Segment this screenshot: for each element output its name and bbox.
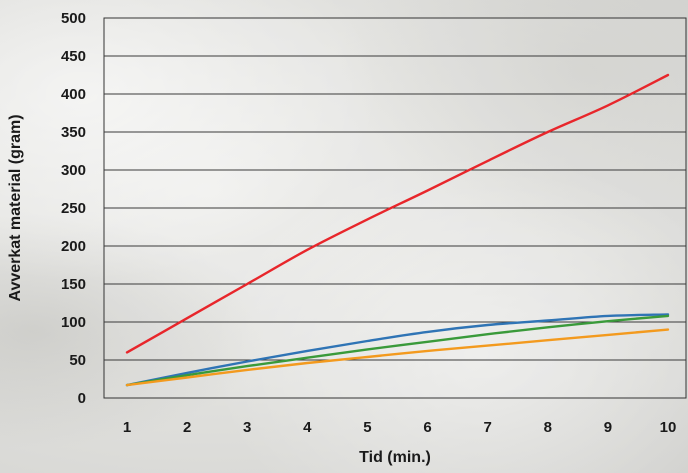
x-tick-label: 5: [363, 419, 371, 436]
y-tick-label: 50: [69, 352, 86, 369]
y-tick-label: 250: [61, 200, 86, 217]
x-tick-label: 4: [303, 419, 312, 436]
series-line-3: [125, 314, 670, 387]
y-tick-label: 500: [61, 10, 86, 27]
y-tick-label: 150: [61, 276, 86, 293]
y-tick-label: 0: [78, 390, 86, 407]
x-tick-label: 7: [483, 419, 491, 436]
x-tick-label: 9: [604, 419, 612, 436]
x-tick-label: 1: [123, 419, 131, 436]
y-tick-label: 450: [61, 48, 86, 65]
y-tick-label: 200: [61, 238, 86, 255]
x-tick-label: 3: [243, 419, 251, 436]
series-lines: [125, 73, 670, 387]
y-axis-label: Avverkat material (gram): [7, 114, 24, 301]
y-tick-label: 100: [61, 314, 86, 331]
x-tick-label: 6: [423, 419, 431, 436]
y-tick-label: 400: [61, 86, 86, 103]
x-axis-label: Tid (min.): [359, 449, 431, 466]
gridlines: [104, 55, 686, 361]
x-tick-label: 2: [183, 419, 191, 436]
series-line-1: [125, 73, 670, 354]
x-tick-label: 8: [544, 419, 552, 436]
series-line-4: [125, 328, 670, 387]
series-line-2: [125, 313, 670, 387]
x-tick-labels: 1 2 3 4 5 6 7 8 9 10: [123, 419, 677, 436]
y-tick-labels: 0 50 100 150 200 250 300 350 400 450 500: [61, 10, 86, 407]
x-tick-label: 10: [660, 419, 677, 436]
y-tick-label: 300: [61, 162, 86, 179]
y-tick-label: 350: [61, 124, 86, 141]
